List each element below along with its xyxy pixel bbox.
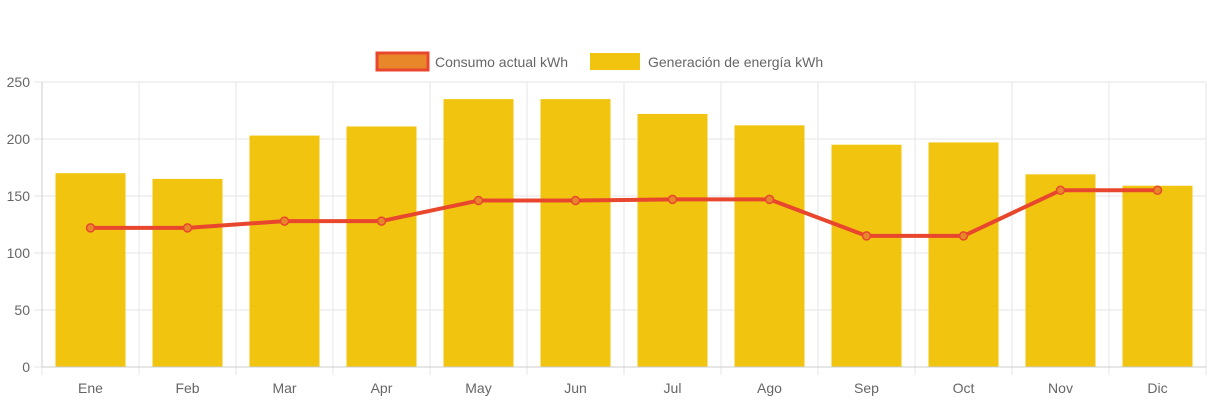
y-tick-label: 50 xyxy=(14,302,30,318)
line-series xyxy=(85,185,1163,241)
line-point[interactable] xyxy=(85,223,96,233)
x-tick-label: Apr xyxy=(371,380,393,396)
bar[interactable] xyxy=(1122,185,1193,367)
legend[interactable]: Consumo actual kWh Generación de energía… xyxy=(375,51,823,72)
y-tick-label: 150 xyxy=(7,188,31,204)
line-point[interactable] xyxy=(1055,185,1066,196)
x-tick-label: Jul xyxy=(664,380,682,396)
line-point[interactable] xyxy=(667,194,678,205)
line-point[interactable] xyxy=(279,216,290,226)
legend-label-consumption: Consumo actual kWh xyxy=(435,54,568,70)
x-tick-label: Feb xyxy=(175,380,199,396)
legend-swatch-generation xyxy=(590,53,640,70)
axes: 0 50 100 150 200 250 Ene Feb Mar Apr May Jun Jul Ago S… xyxy=(7,74,1206,396)
bar[interactable] xyxy=(249,135,320,367)
legend-item-consumption[interactable]: Consumo actual kWh xyxy=(375,51,568,72)
line-point[interactable] xyxy=(570,195,581,206)
bar[interactable] xyxy=(540,99,611,367)
bar[interactable] xyxy=(928,142,999,367)
legend-item-generation[interactable]: Generación de energía kWh xyxy=(590,53,823,70)
x-tick-label: Ene xyxy=(78,380,103,396)
bar[interactable] xyxy=(346,126,417,368)
bar[interactable] xyxy=(443,99,514,367)
bar[interactable] xyxy=(1025,174,1096,367)
legend-swatch-consumption xyxy=(375,51,430,72)
bar[interactable] xyxy=(55,173,126,367)
line-point[interactable] xyxy=(764,194,775,205)
x-tick-label: Oct xyxy=(953,380,975,396)
y-tick-label: 200 xyxy=(7,131,31,147)
line-point[interactable] xyxy=(861,231,872,241)
x-tick-label: Jun xyxy=(564,380,587,396)
line-point[interactable] xyxy=(376,216,387,226)
line-point[interactable] xyxy=(182,223,193,233)
x-tick-label: May xyxy=(465,380,491,396)
y-tick-label: 250 xyxy=(7,74,31,90)
y-tick-label: 0 xyxy=(22,359,30,375)
x-tick-label: Sep xyxy=(854,380,879,396)
line-point[interactable] xyxy=(1152,185,1163,196)
x-tick-label: Dic xyxy=(1147,380,1167,396)
x-tick-label: Nov xyxy=(1048,380,1073,396)
bar[interactable] xyxy=(637,113,708,367)
line-point[interactable] xyxy=(958,231,969,241)
x-tick-label: Ago xyxy=(757,380,782,396)
bar-series xyxy=(55,99,1193,368)
bar[interactable] xyxy=(831,144,902,367)
x-tick-label: Mar xyxy=(272,380,296,396)
line-path xyxy=(90,188,1158,238)
y-tick-label: 100 xyxy=(7,245,31,261)
grid xyxy=(34,81,1207,375)
legend-label-generation: Generación de energía kWh xyxy=(648,54,823,70)
bar[interactable] xyxy=(152,178,223,367)
line-point[interactable] xyxy=(473,195,484,206)
bar[interactable] xyxy=(734,125,805,367)
